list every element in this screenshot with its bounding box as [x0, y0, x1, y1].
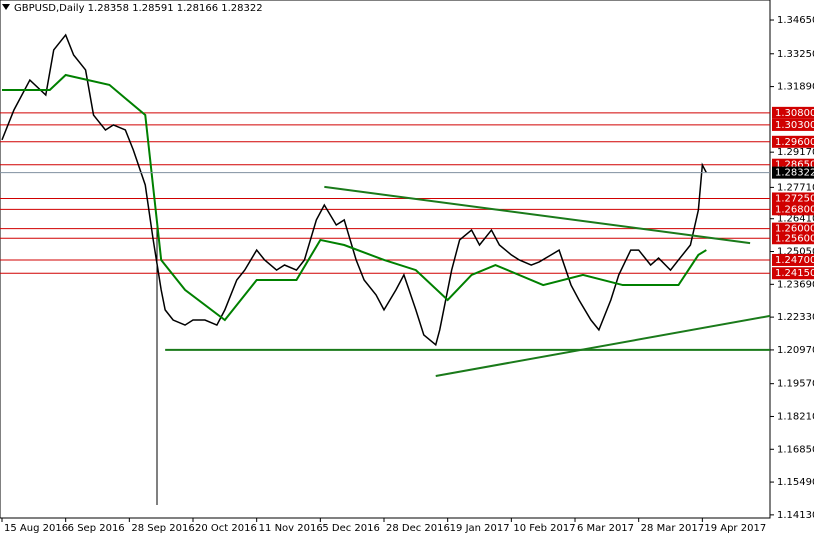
level-label: 1.28650 — [775, 160, 814, 171]
level-label: 1.29600 — [775, 137, 814, 148]
level-label: 1.30300 — [775, 120, 814, 131]
y-tick-label: 1.20970 — [777, 345, 814, 356]
y-tick-label: 1.23690 — [777, 279, 814, 290]
y-tick-label: 1.16850 — [777, 444, 814, 455]
level-badge — [772, 192, 814, 205]
y-tick-label: 1.27710 — [777, 182, 814, 193]
y-tick-label: 1.18210 — [777, 411, 814, 422]
x-tick-label: 15 Aug 2016 — [4, 523, 68, 534]
level-badge — [772, 203, 814, 216]
x-tick-label: 6 Sep 2016 — [68, 523, 125, 534]
x-tick-label: 28 Sep 2016 — [131, 523, 194, 534]
level-badge — [772, 253, 814, 266]
last-price-label: 1.28322 — [775, 168, 814, 179]
y-tick-label: 1.26410 — [777, 214, 814, 225]
y-tick-label: 1.33250 — [777, 49, 814, 60]
x-tick-label: 5 Dec 2016 — [322, 523, 380, 534]
price-line — [324, 185, 751, 245]
level-label: 1.26800 — [775, 204, 814, 215]
x-tick-label: 11 Nov 2016 — [259, 523, 323, 534]
x-tick-label: 28 Mar 2017 — [641, 523, 704, 534]
level-label: 1.24700 — [775, 255, 814, 266]
level-badge — [772, 267, 814, 280]
x-tick-label: 6 Mar 2017 — [577, 523, 634, 534]
level-label: 1.26000 — [775, 224, 814, 235]
level-badge — [772, 135, 814, 148]
level-label: 1.30800 — [775, 108, 814, 119]
plot-frame — [0, 0, 771, 519]
last-price-badge — [772, 166, 814, 179]
price-line — [435, 314, 771, 377]
level-label: 1.24150 — [775, 268, 814, 279]
x-tick-label: 28 Dec 2016 — [386, 523, 450, 534]
y-tick-label: 1.31890 — [777, 82, 814, 93]
price-line — [2, 73, 707, 322]
x-tick-label: 10 Feb 2017 — [513, 523, 575, 534]
y-tick-label: 1.15490 — [777, 477, 814, 488]
level-badge — [772, 222, 814, 235]
y-tick-label: 1.14130 — [777, 510, 814, 521]
level-label: 1.25600 — [775, 233, 814, 244]
x-tick-label: 19 Jan 2017 — [450, 523, 510, 534]
y-tick-label: 1.22330 — [777, 312, 814, 323]
x-tick-label: 20 Oct 2016 — [195, 523, 257, 534]
level-label: 1.27250 — [775, 193, 814, 204]
y-tick-label: 1.25050 — [777, 247, 814, 258]
price-line — [1, 33, 707, 347]
symbol-arrow — [2, 4, 10, 10]
chart-title: GBPUSD,Daily 1.28358 1.28591 1.28166 1.2… — [14, 3, 263, 14]
level-badge — [772, 232, 814, 245]
y-tick-label: 1.34650 — [777, 15, 814, 26]
level-badge — [772, 118, 814, 131]
y-tick-label: 1.29170 — [777, 147, 814, 158]
y-tick-label: 1.19570 — [777, 379, 814, 390]
level-badge — [772, 106, 814, 119]
x-tick-label: 19 Apr 2017 — [704, 523, 766, 534]
